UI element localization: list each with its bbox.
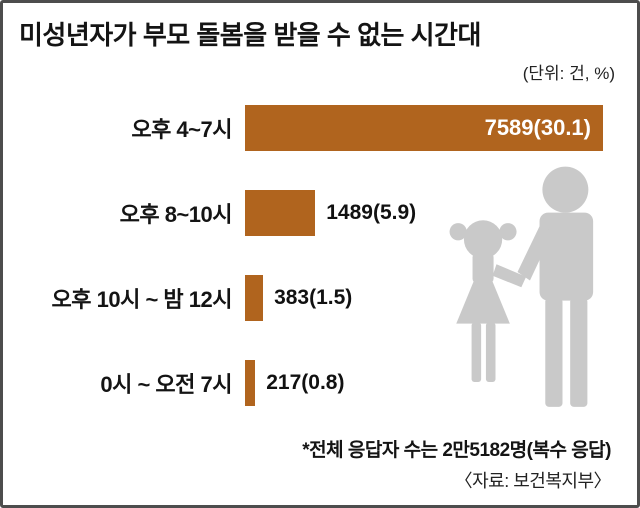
- bar: [245, 275, 264, 321]
- bar-track: 7589(30.1): [245, 105, 603, 151]
- bar-chart: 오후 4~7시 7589(30.1) 오후 8~10시 1489(5.9) 오후…: [3, 3, 637, 505]
- category-label: 오후 10시 ~ 밤 12시: [51, 287, 233, 312]
- chart-row: 오후 4~7시 7589(30.1): [3, 103, 637, 153]
- chart-row: 0시 ~ 오전 7시 217(0.8): [3, 358, 637, 408]
- source-credit: 〈자료: 보건복지부〉: [454, 471, 612, 491]
- category-label: 오후 8~10시: [119, 202, 233, 227]
- chart-row: 오후 10시 ~ 밤 12시 383(1.5): [3, 273, 637, 323]
- bar-track: 383(1.5): [245, 275, 603, 321]
- bar: [245, 360, 256, 406]
- bar-track: 1489(5.9): [245, 190, 603, 236]
- value-label: 1489(5.9): [326, 201, 417, 224]
- chart-row: 오후 8~10시 1489(5.9): [3, 188, 637, 238]
- children-silhouette-icon: [449, 166, 594, 407]
- chart-title: 미성년자가 부모 돌봄을 받을 수 없는 시간대: [19, 20, 481, 50]
- footnote: *전체 응답자 수는 2만5182명(복수 응답): [302, 440, 611, 461]
- category-label: 오후 4~7시: [131, 117, 232, 142]
- bar: 7589(30.1): [245, 105, 603, 151]
- bar: [245, 190, 316, 236]
- bar-track: 217(0.8): [245, 360, 603, 406]
- value-label: 7589(30.1): [484, 115, 591, 140]
- category-label: 0시 ~ 오전 7시: [100, 372, 232, 397]
- value-label: 383(1.5): [274, 286, 353, 309]
- unit-note: (단위: 건, %): [522, 64, 615, 83]
- value-label: 217(0.8): [266, 371, 345, 394]
